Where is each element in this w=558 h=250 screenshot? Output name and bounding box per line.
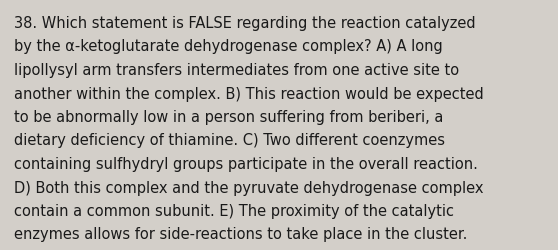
Text: by the α-ketoglutarate dehydrogenase complex? A) A long: by the α-ketoglutarate dehydrogenase com…	[14, 39, 442, 54]
Text: lipollysyl arm transfers intermediates from one active site to: lipollysyl arm transfers intermediates f…	[14, 63, 459, 78]
Text: dietary deficiency of thiamine. C) Two different coenzymes: dietary deficiency of thiamine. C) Two d…	[14, 133, 445, 148]
Text: D) Both this complex and the pyruvate dehydrogenase complex: D) Both this complex and the pyruvate de…	[14, 180, 483, 195]
Text: 38. Which statement is FALSE regarding the reaction catalyzed: 38. Which statement is FALSE regarding t…	[14, 16, 475, 31]
Text: contain a common subunit. E) The proximity of the catalytic: contain a common subunit. E) The proximi…	[14, 203, 454, 218]
Text: enzymes allows for side-reactions to take place in the cluster.: enzymes allows for side-reactions to tak…	[14, 226, 468, 242]
Text: another within the complex. B) This reaction would be expected: another within the complex. B) This reac…	[14, 86, 484, 101]
Text: to be abnormally low in a person suffering from beriberi, a: to be abnormally low in a person sufferi…	[14, 110, 444, 124]
Text: containing sulfhydryl groups participate in the overall reaction.: containing sulfhydryl groups participate…	[14, 156, 478, 171]
